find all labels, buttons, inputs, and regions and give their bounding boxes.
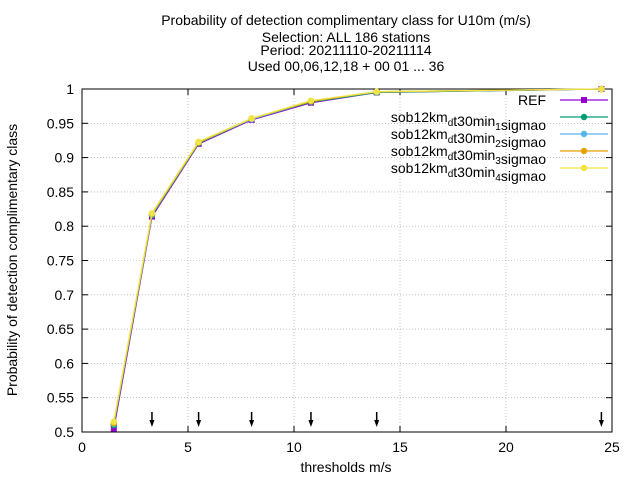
data-point (373, 88, 380, 95)
y-tick-label: 0.55 (47, 390, 74, 406)
data-point (195, 138, 202, 146)
legend-marker (580, 147, 588, 155)
title-line-4: Used 00,06,12,18 + 00 01 ... 36 (248, 58, 445, 74)
legend: REFsob12kmdt30min1sigmaosob12kmdt30min2s… (391, 92, 608, 184)
x-tick-label: 15 (392, 439, 408, 455)
x-tick-label: 20 (498, 439, 514, 455)
y-tick-label: 0.75 (47, 253, 74, 269)
legend-label: REF (518, 92, 546, 108)
title-line-2: Selection: ALL 186 stations (262, 29, 430, 45)
title-line-1: Probability of detection complimentary c… (161, 12, 531, 28)
threshold-arrows (149, 412, 604, 427)
y-tick-label: 0.7 (55, 287, 75, 303)
legend-label: sob12kmdt30min3sigmao (391, 143, 546, 167)
y-tick-label: 0.6 (55, 355, 75, 371)
legend-entry: sob12kmdt30min1sigmao (391, 109, 608, 133)
legend-entry: sob12kmdt30min3sigmao (391, 143, 608, 167)
x-axis-label: thresholds m/s (300, 459, 391, 475)
y-tick-label: 0.5 (55, 424, 75, 440)
threshold-arrow (308, 412, 314, 427)
threshold-arrow (249, 412, 255, 427)
data-point (110, 418, 118, 425)
data-point (148, 209, 156, 217)
x-tick-label: 0 (78, 439, 86, 455)
legend-entry: sob12kmdt30min4sigmao (391, 160, 608, 184)
data-point (110, 425, 117, 432)
y-tick-label: 1 (66, 81, 74, 97)
x-tick-label: 5 (184, 439, 192, 455)
data-point (598, 85, 605, 93)
legend-marker (581, 97, 587, 103)
legend-entry: REF (518, 92, 608, 108)
legend-label: sob12kmdt30min2sigmao (391, 126, 546, 150)
threshold-arrow (196, 412, 202, 427)
threshold-arrow (149, 412, 155, 427)
data-point (248, 115, 255, 122)
series (110, 85, 605, 432)
legend-marker (580, 164, 588, 172)
series-5 (110, 85, 605, 425)
legend-marker (580, 130, 588, 138)
y-axis-label: Probability of detection complimentary c… (4, 124, 20, 396)
legend-label: sob12kmdt30min4sigmao (391, 160, 546, 184)
legend-entry: sob12kmdt30min2sigmao (391, 126, 608, 150)
y-tick-label: 0.95 (47, 115, 74, 131)
y-tick-label: 0.8 (55, 218, 75, 234)
legend-label: sob12kmdt30min1sigmao (391, 109, 546, 133)
title-line-3: Period: 20211110-20211114 (260, 42, 431, 58)
legend-marker (580, 113, 588, 121)
data-point (307, 97, 315, 104)
y-tick-label: 0.65 (47, 321, 74, 337)
y-tick-label: 0.85 (47, 184, 74, 200)
chart-title: Probability of detection complimentary c… (161, 12, 531, 74)
threshold-arrow (374, 412, 380, 427)
grid (82, 89, 612, 432)
threshold-arrow (598, 412, 604, 427)
x-tick-label: 25 (604, 439, 620, 455)
x-tick-label: 10 (286, 439, 302, 455)
y-tick-label: 0.9 (55, 150, 75, 166)
